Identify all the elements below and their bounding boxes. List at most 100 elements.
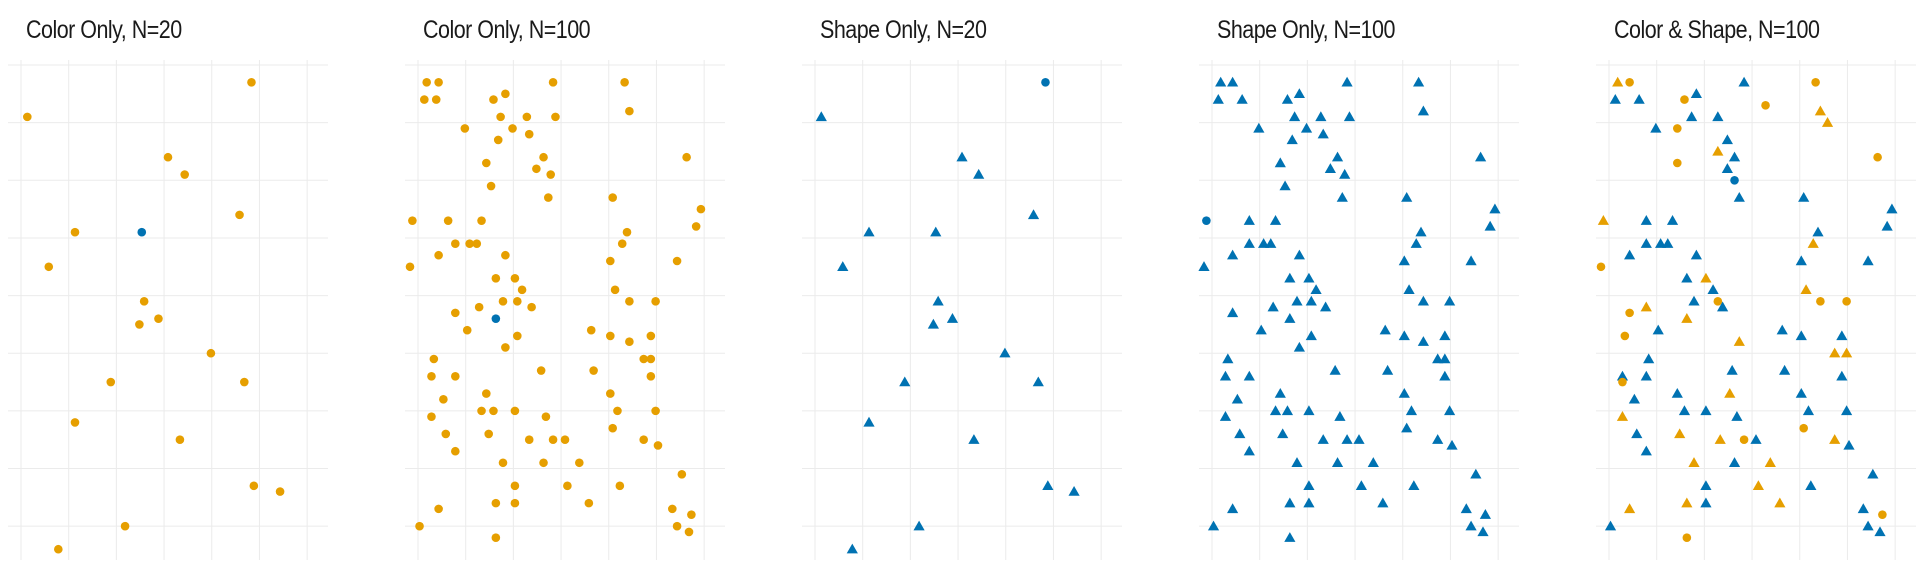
data-point-triangle xyxy=(1291,457,1303,467)
data-point-triangle xyxy=(1470,468,1482,479)
data-point-triangle xyxy=(1829,434,1841,444)
data-point-circle xyxy=(1673,158,1682,168)
data-point-triangle xyxy=(1609,93,1621,104)
data-point-circle xyxy=(486,181,496,191)
scatter-plot-5 xyxy=(1596,60,1916,560)
data-point-triangle xyxy=(1320,301,1332,312)
data-point-triangle xyxy=(1305,295,1317,306)
data-point-triangle xyxy=(1417,105,1429,116)
data-point-circle xyxy=(677,469,687,479)
data-point-triangle xyxy=(1628,393,1640,404)
data-point-triangle xyxy=(1674,428,1686,439)
data-point-triangle xyxy=(1284,313,1296,323)
data-point-triangle xyxy=(1367,457,1379,467)
data-point-triangle xyxy=(1243,215,1255,225)
data-point-triangle xyxy=(1776,324,1788,335)
data-point-triangle xyxy=(1717,301,1729,312)
data-point-triangle xyxy=(1303,405,1315,416)
data-point-triangle xyxy=(1465,520,1477,531)
panel-title: Color & Shape, N=100 xyxy=(1614,16,1820,44)
data-point-circle xyxy=(684,527,694,537)
data-point-triangle xyxy=(1752,480,1764,491)
data-point-triangle xyxy=(837,261,849,271)
data-point-circle xyxy=(1625,77,1634,87)
data-point-triangle xyxy=(1432,353,1444,364)
data-point-triangle xyxy=(1640,370,1652,381)
data-point-circle xyxy=(489,95,498,104)
data-point-circle xyxy=(606,256,615,266)
data-point-triangle xyxy=(1874,526,1886,537)
data-point-triangle xyxy=(1343,111,1356,122)
data-point-triangle xyxy=(1726,364,1738,375)
data-point-triangle xyxy=(1439,353,1451,364)
data-point-circle xyxy=(420,95,429,104)
data-point-circle xyxy=(536,366,546,375)
data-point-circle xyxy=(451,446,460,456)
data-point-triangle xyxy=(1690,88,1702,99)
data-point-triangle xyxy=(1274,157,1286,168)
data-point-circle xyxy=(551,112,560,122)
data-point-circle xyxy=(1041,77,1050,87)
data-point-circle xyxy=(606,331,615,341)
panel-color-and-shape-n100: Color & Shape, N=100 xyxy=(1596,0,1920,576)
data-point-circle xyxy=(625,337,634,347)
data-point-triangle xyxy=(1255,324,1267,335)
gridlines xyxy=(1596,60,1916,560)
data-point-triangle xyxy=(1234,428,1246,439)
data-point-triangle xyxy=(1334,411,1346,421)
data-point-triangle xyxy=(1479,509,1491,519)
data-point-triangle xyxy=(846,543,858,554)
data-point-circle xyxy=(610,285,620,295)
data-point-circle xyxy=(431,95,441,104)
data-point-triangle xyxy=(1814,105,1826,116)
scatter-plot-1 xyxy=(8,60,328,560)
data-point-triangle xyxy=(1410,238,1422,248)
data-point-triangle xyxy=(1686,111,1698,122)
data-point-triangle xyxy=(1310,284,1322,295)
data-point-circle xyxy=(1842,297,1851,306)
data-point-circle xyxy=(491,498,501,508)
data-point-circle xyxy=(1682,533,1692,543)
data-point-triangle xyxy=(1733,336,1745,346)
data-point-circle xyxy=(491,314,501,323)
scatter-plot-3 xyxy=(802,60,1122,560)
data-point-triangle xyxy=(1331,151,1344,162)
data-point-triangle xyxy=(1353,434,1365,444)
scatter-plot-4 xyxy=(1198,60,1519,560)
data-point-circle xyxy=(501,250,510,260)
data-point-circle xyxy=(415,521,424,531)
data-point-circle xyxy=(682,152,691,162)
data-point-circle xyxy=(70,227,80,237)
data-point-triangle xyxy=(1881,220,1893,231)
data-point-triangle xyxy=(1236,93,1248,104)
panel-color-only-n20: Color Only, N=20 xyxy=(8,0,338,576)
data-point-triangle xyxy=(1650,122,1662,133)
data-point-circle xyxy=(501,343,510,352)
data-point-triangle xyxy=(1401,191,1413,202)
data-point-triangle xyxy=(1382,364,1394,375)
gridlines xyxy=(1199,60,1519,560)
data-point-triangle xyxy=(1231,393,1243,404)
data-point-triangle xyxy=(1640,215,1652,225)
data-point-circle xyxy=(491,273,501,283)
data-point-triangle xyxy=(1714,434,1726,444)
data-point-triangle xyxy=(1303,480,1315,491)
data-point-circle xyxy=(501,89,510,99)
data-point-triangle xyxy=(1341,76,1353,87)
data-point-triangle xyxy=(932,295,944,306)
data-point-triangle xyxy=(1774,497,1786,508)
data-point-triangle xyxy=(1253,122,1265,133)
data-point-circle xyxy=(427,412,436,421)
gridlines xyxy=(802,60,1122,560)
data-point-triangle xyxy=(863,416,875,427)
data-point-triangle xyxy=(1631,428,1643,439)
data-point-triangle xyxy=(1281,93,1294,104)
data-point-triangle xyxy=(1700,480,1712,491)
data-point-circle xyxy=(1739,435,1749,445)
data-point-triangle xyxy=(1219,370,1232,381)
data-point-circle xyxy=(451,308,460,318)
data-point-circle xyxy=(539,152,548,162)
data-point-triangle xyxy=(1336,191,1348,202)
data-point-triangle xyxy=(1444,405,1456,416)
data-point-circle xyxy=(498,297,508,306)
